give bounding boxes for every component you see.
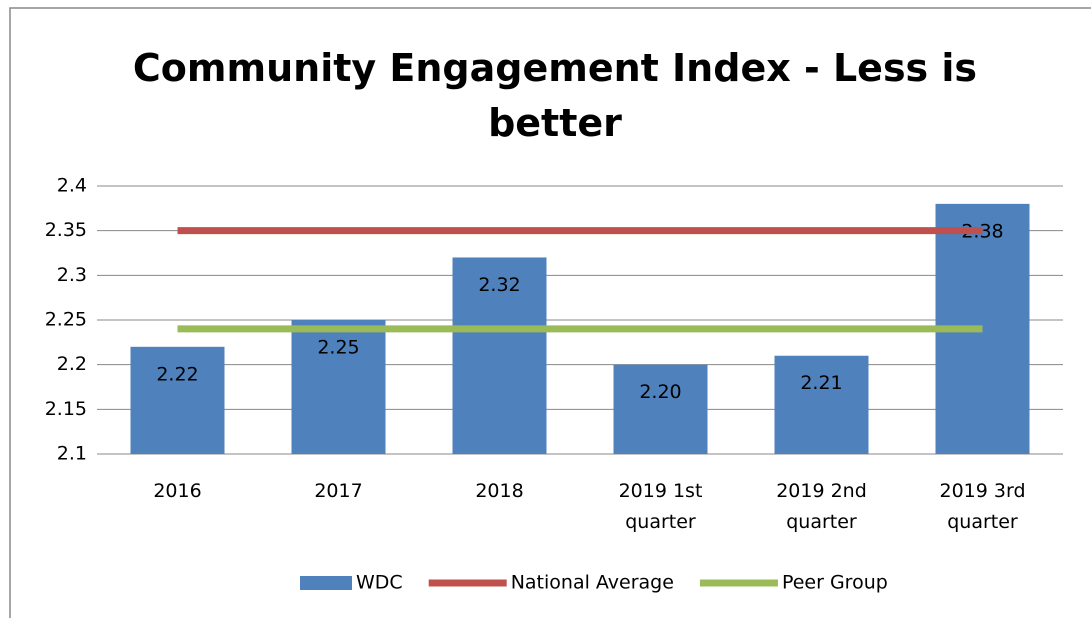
data-label: 2.25 (317, 337, 359, 359)
data-label: 2.20 (639, 381, 681, 403)
bar (130, 346, 225, 454)
y-tick-label: 2.4 (57, 175, 87, 197)
y-tick-label: 2.1 (57, 443, 87, 465)
y-tick-label: 2.2 (57, 353, 87, 375)
y-tick-label: 2.3 (57, 264, 87, 286)
data-label: 2.22 (156, 363, 198, 385)
bar (613, 364, 708, 454)
bar (452, 257, 547, 454)
bar (774, 355, 869, 454)
legend-label: Peer Group (782, 572, 888, 594)
bar (291, 320, 386, 454)
legend-label: National Average (511, 572, 674, 594)
data-label: 2.32 (478, 274, 520, 296)
x-tick-label: 2019 2nd quarter (776, 480, 867, 533)
legend-label: WDC (356, 572, 403, 594)
legend-swatch (300, 576, 352, 590)
y-tick-label: 2.25 (45, 309, 87, 331)
chart-border (9, 7, 1091, 618)
chart-title: Community Engagement Index - Less is bett… (133, 46, 977, 145)
x-tick-label: 2016 (153, 480, 201, 502)
x-tick-label: 2018 (475, 480, 523, 502)
y-tick-label: 2.35 (45, 219, 87, 241)
x-tick-label: 2017 (314, 480, 362, 502)
x-tick-label: 2019 3rd quarter (939, 480, 1025, 533)
y-tick-label: 2.15 (45, 398, 87, 420)
x-tick-label: 2019 1st quarter (619, 480, 703, 533)
data-label: 2.21 (800, 372, 842, 394)
